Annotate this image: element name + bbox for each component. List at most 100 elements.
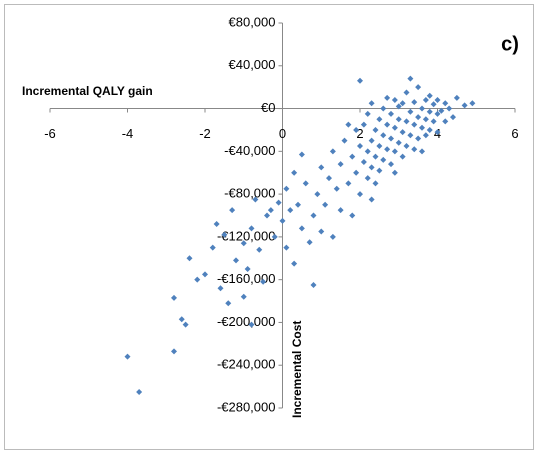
point — [415, 84, 422, 91]
point — [372, 153, 379, 160]
point — [384, 121, 391, 128]
x-tick-label: 2 — [356, 126, 363, 141]
point — [283, 185, 290, 192]
point — [453, 94, 460, 101]
point — [171, 348, 177, 355]
point — [329, 148, 336, 155]
annotation: c) — [501, 33, 519, 55]
point — [364, 148, 371, 155]
point — [136, 388, 143, 395]
point — [422, 97, 429, 103]
point — [202, 271, 208, 278]
point — [233, 257, 239, 264]
point — [388, 110, 394, 117]
point — [353, 126, 360, 133]
point — [399, 153, 406, 160]
point — [388, 135, 394, 142]
point — [442, 100, 449, 107]
point — [360, 159, 367, 166]
point — [411, 121, 418, 128]
point — [391, 97, 398, 103]
y-tick-label: -€160,000 — [217, 271, 276, 286]
y-tick-label: -€80,000 — [224, 186, 275, 201]
point — [364, 110, 371, 117]
point — [395, 116, 402, 123]
point — [434, 129, 441, 136]
point — [337, 207, 344, 214]
point — [256, 246, 263, 253]
point — [419, 124, 425, 131]
point — [124, 353, 131, 360]
point — [298, 225, 305, 232]
point — [384, 146, 391, 153]
point — [310, 212, 317, 219]
point — [438, 107, 445, 114]
point — [422, 116, 429, 123]
point — [426, 126, 433, 133]
point — [240, 293, 247, 300]
point — [376, 167, 383, 174]
point — [357, 142, 363, 149]
point — [349, 212, 356, 219]
point — [302, 180, 309, 187]
point — [171, 294, 177, 301]
point — [411, 146, 418, 153]
point — [326, 175, 332, 182]
point — [345, 121, 352, 128]
point — [368, 164, 375, 171]
y-tick-label: -€40,000 — [224, 143, 275, 158]
point — [407, 108, 414, 115]
point — [357, 191, 363, 198]
point — [209, 244, 216, 251]
point — [213, 221, 220, 228]
point — [430, 118, 437, 125]
point — [368, 196, 375, 203]
point — [182, 321, 189, 328]
point — [403, 118, 410, 125]
point — [388, 161, 394, 168]
point — [291, 260, 298, 267]
point — [279, 217, 286, 224]
point — [349, 153, 356, 160]
point — [442, 118, 449, 125]
point — [372, 126, 379, 133]
x-axis-title: Incremental QALY gain — [22, 84, 153, 98]
point — [434, 110, 441, 117]
point — [252, 196, 259, 203]
point — [318, 164, 325, 171]
point — [217, 285, 224, 292]
point — [345, 180, 352, 187]
point — [264, 212, 270, 219]
point — [395, 103, 402, 110]
point — [295, 201, 301, 208]
point — [248, 225, 255, 232]
point — [403, 142, 410, 149]
point — [411, 99, 418, 106]
point — [376, 116, 383, 123]
point — [357, 77, 363, 84]
point — [391, 169, 398, 176]
point — [240, 240, 247, 247]
y-tick-label: €0 — [261, 100, 275, 115]
point — [461, 102, 468, 109]
point — [434, 97, 441, 103]
point — [380, 132, 387, 139]
point — [399, 100, 406, 107]
point — [384, 94, 391, 101]
y-tick-label: -€200,000 — [217, 314, 276, 329]
point — [287, 207, 294, 214]
point — [415, 114, 422, 121]
y-tick-label: -€120,000 — [217, 228, 276, 243]
y-tick-label: €40,000 — [229, 57, 276, 72]
point — [368, 137, 375, 144]
point — [446, 105, 453, 112]
x-tick-label: 6 — [511, 126, 518, 141]
x-tick-label: -4 — [122, 126, 134, 141]
point — [260, 278, 267, 285]
point — [337, 161, 344, 168]
point — [422, 132, 429, 139]
point — [283, 244, 290, 251]
point — [333, 185, 340, 192]
point — [430, 101, 437, 108]
